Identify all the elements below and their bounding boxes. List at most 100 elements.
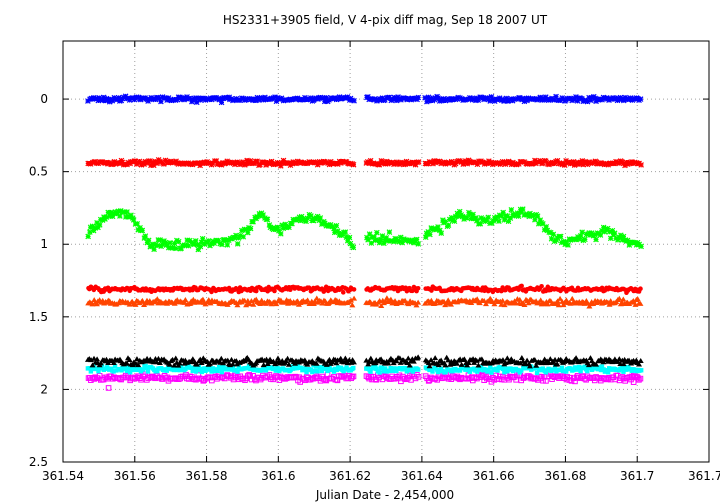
star-point: [257, 213, 264, 219]
triangle-point: [228, 356, 235, 362]
triangle-point: [616, 295, 623, 301]
star-point: [145, 237, 152, 244]
triangle-point: [461, 356, 468, 362]
star-point: [435, 224, 441, 230]
star-point: [274, 224, 281, 231]
square-point: [379, 365, 385, 371]
square-point: [559, 365, 565, 370]
square-point: [601, 367, 606, 372]
star-point: [524, 161, 531, 167]
star-point: [501, 159, 508, 165]
star-point: [165, 159, 172, 166]
star-point: [240, 233, 247, 240]
square-point: [519, 368, 524, 373]
x-tick-label: 361.72: [688, 469, 720, 483]
star-point: [553, 93, 559, 100]
triangle-point: [273, 301, 280, 307]
star-point: [427, 231, 433, 238]
star-point: [344, 94, 351, 100]
open-square-point: [493, 372, 499, 379]
triangle-point: [166, 361, 173, 367]
star-point: [178, 245, 184, 251]
star-point: [87, 229, 93, 235]
star-point: [117, 160, 123, 167]
square-point: [534, 366, 539, 371]
star-point: [351, 97, 357, 104]
open-square-point: [155, 375, 162, 381]
star-point: [614, 97, 621, 104]
square-point: [563, 369, 569, 374]
square-point: [382, 366, 388, 371]
square-point: [638, 368, 644, 373]
square-point: [534, 370, 540, 376]
star-point: [175, 238, 182, 245]
star-point: [579, 158, 586, 164]
triangle-point: [182, 296, 189, 302]
star-point: [582, 236, 588, 243]
star-point: [394, 238, 401, 244]
circle-point: [351, 287, 357, 292]
star-point: [374, 237, 381, 243]
square-point: [443, 369, 448, 375]
star-point: [371, 234, 377, 240]
square-point: [318, 365, 324, 370]
star-point: [456, 208, 463, 215]
open-square-point: [497, 373, 503, 380]
star-point: [103, 95, 110, 102]
star-point: [599, 227, 605, 234]
star-point: [185, 243, 192, 249]
square-point: [313, 364, 319, 369]
square-point: [596, 365, 602, 370]
star-point: [193, 99, 200, 106]
star-point: [504, 213, 511, 219]
star-point: [175, 161, 182, 167]
star-point: [400, 159, 406, 166]
star-point: [240, 159, 246, 165]
square-point: [119, 368, 124, 373]
star-point: [399, 239, 406, 246]
triangle-point: [533, 362, 540, 368]
star-point: [442, 218, 449, 225]
star-point: [532, 216, 538, 223]
star-point: [473, 215, 479, 221]
star-point: [402, 161, 409, 167]
star-point: [152, 241, 159, 248]
star-point: [366, 231, 373, 237]
y-tick-label: 2.5: [29, 455, 48, 469]
star-point: [268, 158, 275, 165]
star-point: [596, 160, 602, 167]
star-point: [376, 239, 383, 246]
open-square-point: [415, 374, 422, 380]
star-point: [565, 242, 571, 248]
triangle-point: [567, 300, 574, 306]
x-tick-label: 361.64: [401, 469, 443, 483]
star-point: [267, 160, 274, 167]
star-point: [561, 162, 568, 168]
x-tick-label: 361.6: [261, 469, 295, 483]
star-point: [157, 158, 163, 165]
star-point: [490, 217, 497, 224]
star-point: [147, 158, 153, 164]
circle-point: [410, 288, 415, 294]
triangle-point: [468, 300, 475, 306]
star-point: [553, 237, 560, 243]
star-point: [574, 98, 581, 104]
x-tick-label: 361.7: [620, 469, 654, 483]
triangle-point: [405, 355, 412, 361]
triangle-point: [304, 361, 311, 367]
star-point: [638, 243, 644, 250]
square-point: [374, 366, 379, 372]
circle-point: [340, 290, 346, 295]
triangle-point: [132, 301, 139, 307]
star-point: [195, 246, 202, 253]
triangle-point: [426, 363, 433, 369]
star-point: [156, 96, 163, 102]
star-point: [584, 98, 591, 105]
square-point: [125, 365, 131, 370]
triangle-point: [544, 301, 551, 307]
triangle-point: [620, 361, 627, 367]
star-point: [489, 220, 495, 226]
star-point: [431, 225, 437, 232]
triangle-point: [291, 360, 298, 366]
triangle-point: [501, 302, 508, 308]
